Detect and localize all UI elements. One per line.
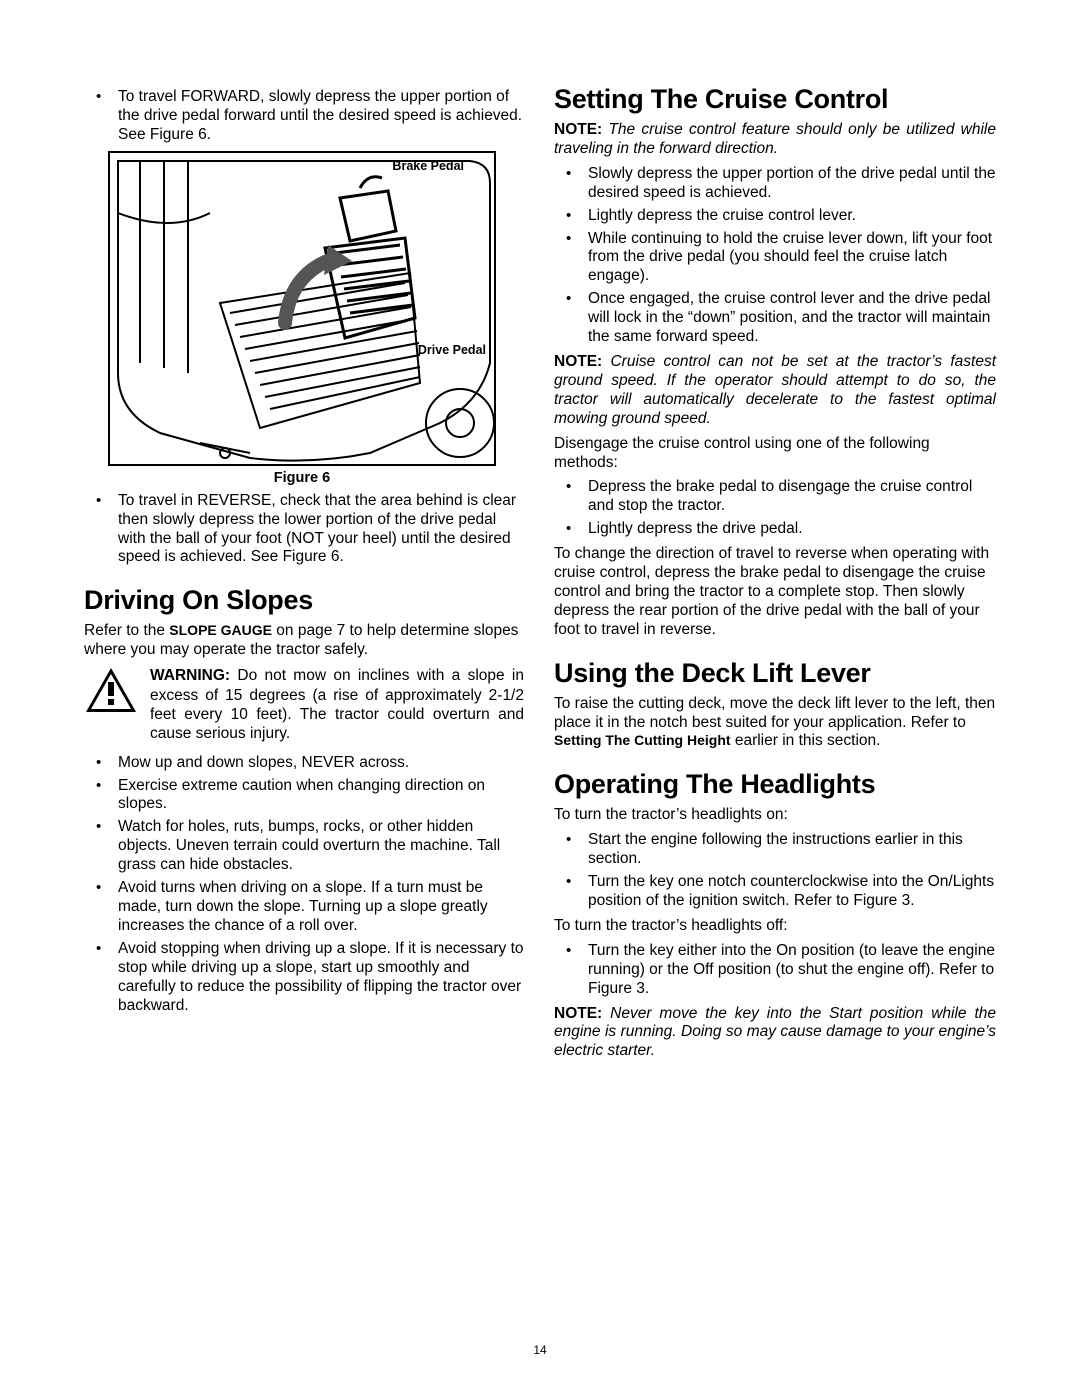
cruise-reverse-para: To change the direction of travel to rev… [554, 545, 996, 640]
list-item: Depress the brake pedal to disengage the… [554, 478, 996, 516]
brake-pedal-label: Brake Pedal [392, 159, 464, 173]
note-text: Cruise control can not be set at the tra… [554, 353, 996, 427]
warning-block: WARNING: Do not mow on inclines with a s… [84, 666, 524, 744]
page: To travel FORWARD, slowly depress the up… [0, 0, 1080, 1107]
list-item: Turn the key either into the On position… [554, 942, 996, 999]
pedal-diagram-svg [110, 153, 496, 466]
headlights-off-bullets: Turn the key either into the On position… [554, 942, 996, 999]
list-item: Mow up and down slopes, NEVER across. [84, 754, 524, 773]
left-column: To travel FORWARD, slowly depress the up… [84, 84, 524, 1067]
warning-label: WARNING: [150, 667, 237, 684]
page-number: 14 [0, 1343, 1080, 1357]
cruise-note-2: NOTE: Cruise control can not be set at t… [554, 353, 996, 429]
text: Refer to the [84, 622, 169, 639]
text: To raise the cutting deck, move the deck… [554, 695, 995, 731]
list-item: While continuing to hold the cruise leve… [554, 230, 996, 287]
cruise-disengage-bullets: Depress the brake pedal to disengage the… [554, 478, 996, 539]
disengage-intro: Disengage the cruise control using one o… [554, 435, 996, 473]
deck-para: To raise the cutting deck, move the deck… [554, 695, 996, 752]
list-item: Turn the key one notch counterclockwise … [554, 873, 996, 911]
cruise-note-1: NOTE: The cruise control feature should … [554, 121, 996, 159]
note-label: NOTE: [554, 1005, 610, 1022]
heading-cruise: Setting The Cruise Control [554, 84, 996, 115]
list-item: Watch for holes, ruts, bumps, rocks, or … [84, 818, 524, 875]
list-item: To travel FORWARD, slowly depress the up… [84, 88, 524, 145]
heading-headlights: Operating The Headlights [554, 769, 996, 800]
heading-slopes: Driving On Slopes [84, 585, 524, 616]
list-item: Once engaged, the cruise control lever a… [554, 290, 996, 347]
note-label: NOTE: [554, 353, 610, 370]
list-item: To travel in REVERSE, check that the are… [84, 492, 524, 568]
heading-deck-lift: Using the Deck Lift Lever [554, 658, 996, 689]
headlights-on-bullets: Start the engine following the instructi… [554, 831, 996, 911]
reverse-bullets: To travel in REVERSE, check that the are… [84, 492, 524, 568]
headlights-on-intro: To turn the tractor’s headlights on: [554, 806, 996, 825]
drive-pedal-label: Drive Pedal [418, 343, 486, 357]
list-item: Avoid turns when driving on a slope. If … [84, 879, 524, 936]
figure-6: Brake Pedal Drive Pedal [108, 151, 496, 466]
list-item: Lightly depress the drive pedal. [554, 520, 996, 539]
figure-caption: Figure 6 [108, 470, 496, 486]
warning-text: WARNING: Do not mow on inclines with a s… [150, 666, 524, 744]
headlights-off-intro: To turn the tractor’s headlights off: [554, 917, 996, 936]
list-item: Avoid stopping when driving up a slope. … [84, 940, 524, 1016]
list-item: Lightly depress the cruise control lever… [554, 207, 996, 226]
note-text: The cruise control feature should only b… [554, 121, 996, 157]
slopes-intro: Refer to the SLOPE GAUGE on page 7 to he… [84, 622, 524, 660]
headlights-note: NOTE: Never move the key into the Start … [554, 1005, 996, 1062]
slope-gauge-ref: SLOPE GAUGE [169, 622, 272, 638]
warning-icon [84, 666, 138, 744]
text: earlier in this section. [731, 732, 881, 749]
slopes-bullets: Mow up and down slopes, NEVER across. Ex… [84, 754, 524, 1016]
right-column: Setting The Cruise Control NOTE: The cru… [554, 84, 996, 1067]
note-text: Never move the key into the Start positi… [554, 1005, 996, 1060]
note-label: NOTE: [554, 121, 608, 138]
forward-bullets: To travel FORWARD, slowly depress the up… [84, 88, 524, 145]
list-item: Slowly depress the upper portion of the … [554, 165, 996, 203]
list-item: Exercise extreme caution when changing d… [84, 777, 524, 815]
list-item: Start the engine following the instructi… [554, 831, 996, 869]
cutting-height-ref: Setting The Cutting Height [554, 732, 731, 748]
cruise-engage-bullets: Slowly depress the upper portion of the … [554, 165, 996, 347]
